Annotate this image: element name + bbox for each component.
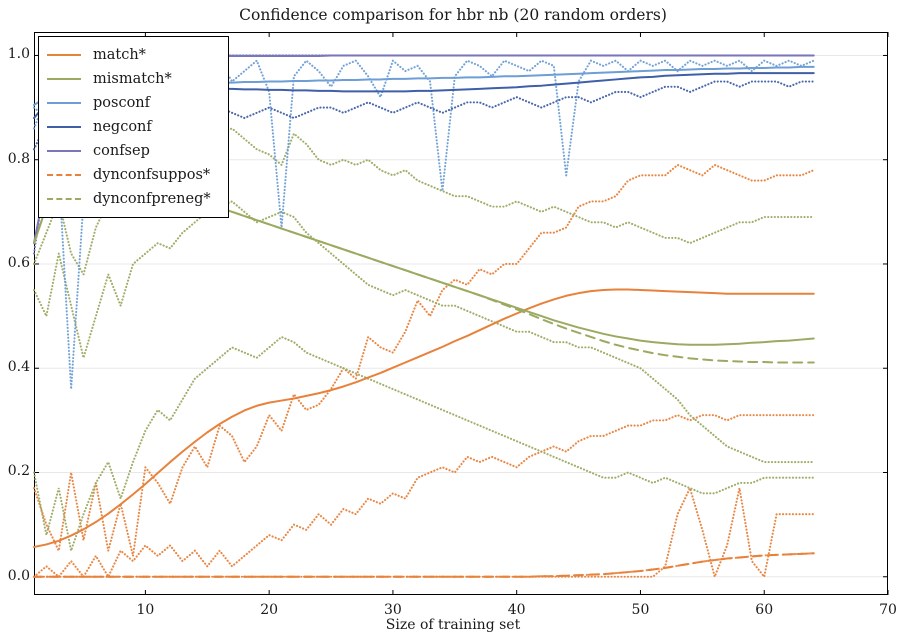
legend-label: dynconfsuppos*: [93, 167, 211, 183]
y-tick-label: 0.6: [7, 254, 30, 271]
legend-label: negconf: [93, 119, 152, 135]
x-axis-label: Size of training set: [385, 617, 521, 633]
legend-label: match*: [93, 47, 146, 63]
y-tick-label: 0.8: [7, 150, 30, 167]
legend-item-posconf[interactable]: posconf: [45, 91, 220, 115]
legend-item-dynconfsuppos[interactable]: dynconfsuppos*: [45, 163, 220, 187]
legend-item-dynconfpreneg[interactable]: dynconfpreneg*: [45, 187, 220, 211]
legend-label: posconf: [93, 95, 151, 111]
y-tick-label: 0.4: [7, 359, 30, 376]
legend-swatch-icon: [45, 193, 83, 205]
y-tick-label: 0.2: [7, 463, 30, 480]
x-tick-label: 10: [136, 602, 155, 618]
legend-swatch-icon: [45, 73, 83, 85]
x-tick-label: 40: [507, 602, 526, 618]
legend-item-mismatch[interactable]: mismatch*: [45, 67, 220, 91]
x-tick-label: 50: [631, 602, 650, 618]
legend-label: confsep: [93, 143, 150, 159]
y-tick-label: 1.0: [7, 46, 30, 63]
x-tick-label: 70: [879, 602, 897, 618]
legend-swatch-icon: [45, 49, 83, 61]
x-tick-label: 30: [384, 602, 402, 618]
x-tick-label: 60: [755, 602, 774, 618]
chart-legend: match* mismatch* posconf negconf confsep dync…: [38, 36, 229, 218]
legend-swatch-icon: [45, 97, 83, 109]
legend-swatch-icon: [45, 121, 83, 133]
legend-item-confsep[interactable]: confsep: [45, 139, 220, 163]
y-tick-label: 0.0: [7, 567, 30, 584]
legend-label: dynconfpreneg*: [93, 191, 211, 207]
legend-item-negconf[interactable]: negconf: [45, 115, 220, 139]
legend-swatch-icon: [45, 169, 83, 181]
legend-label: mismatch*: [93, 71, 172, 87]
legend-item-match[interactable]: match*: [45, 43, 220, 67]
x-tick-label: 20: [260, 602, 279, 618]
legend-swatch-icon: [45, 145, 83, 157]
chart-title: Confidence comparison for hbr nb (20 ran…: [239, 6, 667, 24]
